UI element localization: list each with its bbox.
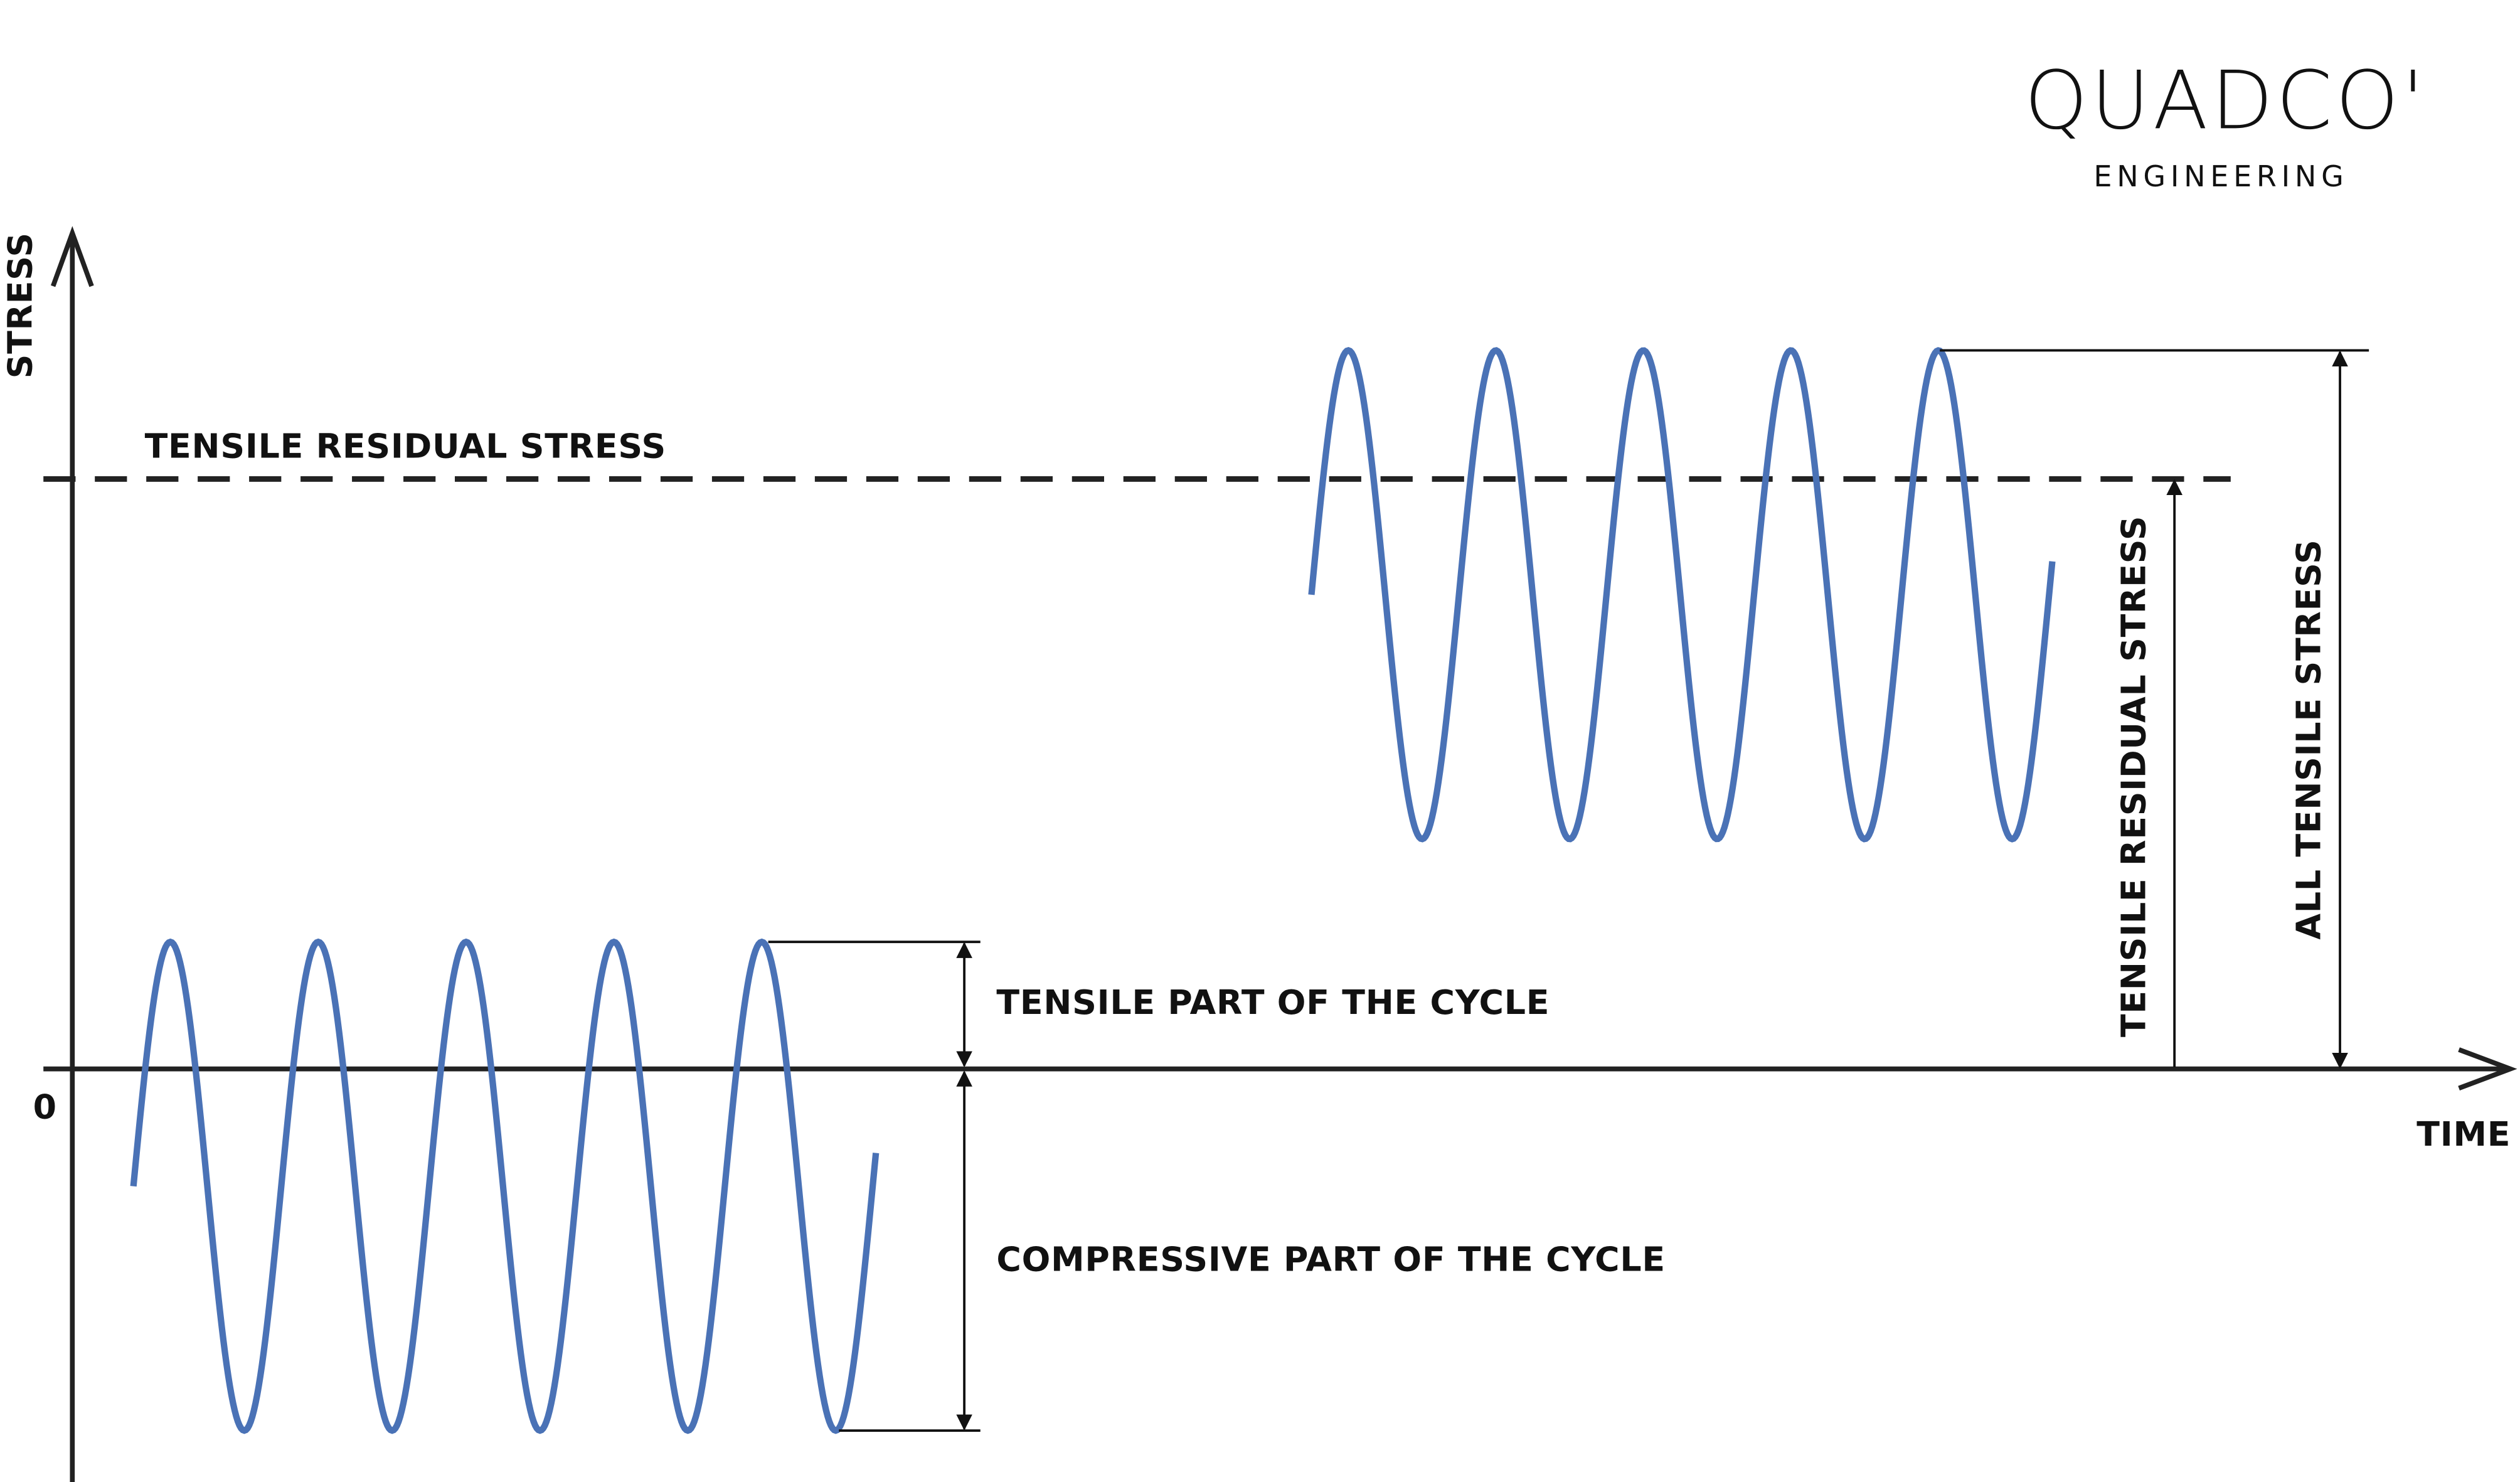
logo-name: QUADCO' xyxy=(2024,54,2427,147)
compressive-part-label: COMPRESSIVE PART OF THE CYCLE xyxy=(996,1240,1666,1279)
lower-wave xyxy=(130,938,880,1434)
residual-line-label: TENSILE RESIDUAL STRESS xyxy=(145,426,666,466)
residual-dimension-label: TENSILE RESIDUAL STRESS xyxy=(2113,516,2153,1037)
y-axis-label: STRESS xyxy=(1,232,40,378)
y-axis-arrow xyxy=(50,226,94,287)
logo-subtitle: ENGINEERING xyxy=(2093,159,2348,193)
origin-label: 0 xyxy=(33,1087,57,1126)
upper-wave xyxy=(1308,347,2056,843)
x-axis-label: TIME xyxy=(2416,1114,2511,1154)
x-axis-arrow xyxy=(2458,1047,2517,1090)
all-tensile-label: ALL TENSILE STRESS xyxy=(2289,539,2329,939)
tensile-part-label: TENSILE PART OF THE CYCLE xyxy=(996,983,1550,1022)
